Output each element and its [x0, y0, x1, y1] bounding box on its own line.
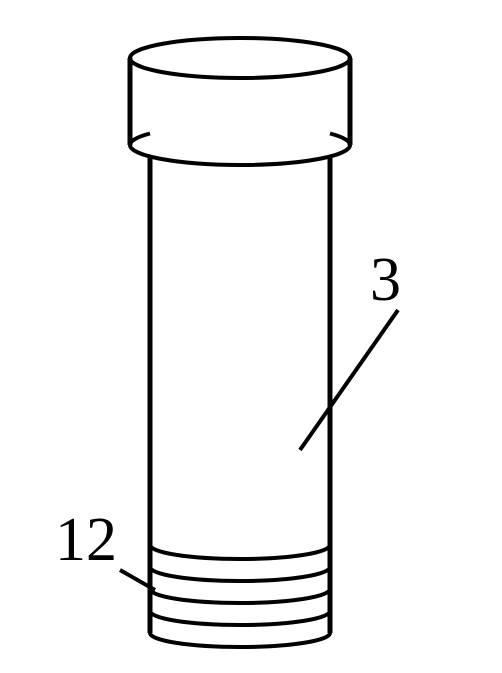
- callout-label-3: 3: [370, 245, 401, 316]
- callout-label-12: 12: [55, 505, 117, 576]
- diagram-canvas: 3 12: [0, 0, 502, 673]
